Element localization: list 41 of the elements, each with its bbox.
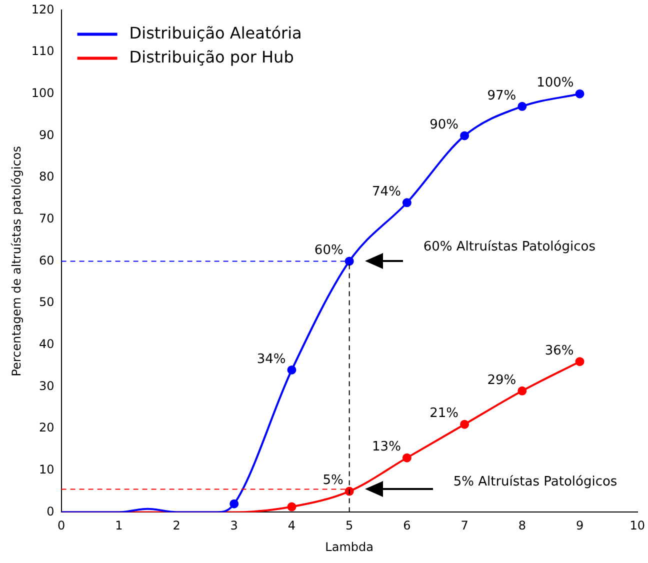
data-label: 29% (487, 372, 516, 388)
x-tick-label: 6 (403, 518, 411, 533)
data-label: 74% (372, 184, 401, 200)
data-label: 36% (544, 343, 574, 358)
data-label: 21% (430, 406, 459, 422)
data-label: 34% (256, 352, 286, 367)
data-label: 100% (536, 76, 574, 91)
x-tick-label: 7 (460, 518, 468, 533)
data-label: 60% (314, 243, 344, 258)
y-tick-label: 120 (31, 2, 54, 16)
data-label: 97% (487, 88, 516, 104)
y-axis-title: Percentagem de altruístas patológicos (9, 146, 24, 376)
y-tick-label: 50 (39, 295, 54, 310)
legend-label: Distribuição por Hub (129, 47, 294, 66)
x-tick-label: 4 (288, 518, 296, 533)
x-tick-label: 9 (576, 518, 584, 533)
data-label: 90% (430, 118, 459, 133)
y-tick-label: 90 (39, 128, 54, 142)
y-tick-label: 110 (31, 44, 54, 58)
x-axis-title: Lambda (325, 540, 374, 554)
x-tick-label: 10 (630, 518, 646, 533)
y-tick-label: 10 (39, 462, 54, 476)
x-tick-label: 2 (172, 518, 180, 533)
y-tick-label: 80 (39, 170, 54, 184)
x-tick-label: 5 (346, 518, 354, 533)
y-tick-label: 20 (39, 420, 54, 435)
x-tick-label: 1 (115, 518, 123, 533)
annotation: 60% Altruístas Patológicos (423, 240, 596, 255)
data-label: 13% (372, 440, 401, 455)
data-label: 5% (322, 473, 344, 488)
y-tick-label: 40 (39, 336, 54, 351)
legend-label: Distribuição Aleatória (129, 23, 302, 42)
x-tick-label: 3 (230, 518, 238, 533)
y-tick-label: 100 (31, 86, 54, 100)
y-tick-label: 0 (46, 504, 54, 518)
y-tick-label: 60 (39, 253, 54, 268)
annotation: 5% Altruístas Patológicos (453, 474, 618, 490)
y-tick-label: 70 (39, 211, 54, 226)
y-tick-label: 30 (39, 378, 54, 393)
x-tick-label: 8 (518, 518, 526, 533)
x-tick-label: 0 (57, 518, 66, 533)
